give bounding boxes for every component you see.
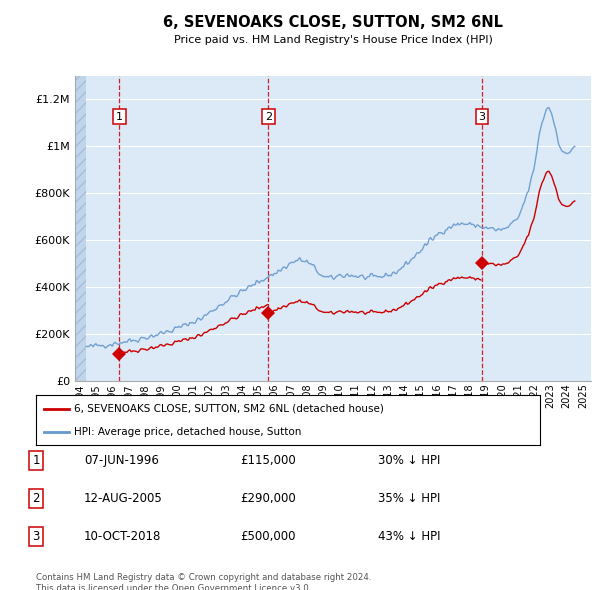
Text: 35% ↓ HPI: 35% ↓ HPI <box>378 492 440 505</box>
Text: 1: 1 <box>32 454 40 467</box>
Text: £500,000: £500,000 <box>240 530 296 543</box>
Text: 43% ↓ HPI: 43% ↓ HPI <box>378 530 440 543</box>
Text: Contains HM Land Registry data © Crown copyright and database right 2024.
This d: Contains HM Land Registry data © Crown c… <box>36 573 371 590</box>
Text: £290,000: £290,000 <box>240 492 296 505</box>
Text: 12-AUG-2005: 12-AUG-2005 <box>84 492 163 505</box>
Text: 2: 2 <box>32 492 40 505</box>
Text: 6, SEVENOAKS CLOSE, SUTTON, SM2 6NL: 6, SEVENOAKS CLOSE, SUTTON, SM2 6NL <box>163 15 503 30</box>
Text: £115,000: £115,000 <box>240 454 296 467</box>
Text: 10-OCT-2018: 10-OCT-2018 <box>84 530 161 543</box>
Text: 3: 3 <box>478 112 485 122</box>
Text: 2: 2 <box>265 112 272 122</box>
Text: 30% ↓ HPI: 30% ↓ HPI <box>378 454 440 467</box>
Text: 1: 1 <box>116 112 123 122</box>
Text: 3: 3 <box>32 530 40 543</box>
Text: Price paid vs. HM Land Registry's House Price Index (HPI): Price paid vs. HM Land Registry's House … <box>173 35 493 45</box>
Bar <box>75 76 86 381</box>
Text: 07-JUN-1996: 07-JUN-1996 <box>84 454 159 467</box>
Text: HPI: Average price, detached house, Sutton: HPI: Average price, detached house, Sutt… <box>74 427 301 437</box>
Text: 6, SEVENOAKS CLOSE, SUTTON, SM2 6NL (detached house): 6, SEVENOAKS CLOSE, SUTTON, SM2 6NL (det… <box>74 404 383 414</box>
